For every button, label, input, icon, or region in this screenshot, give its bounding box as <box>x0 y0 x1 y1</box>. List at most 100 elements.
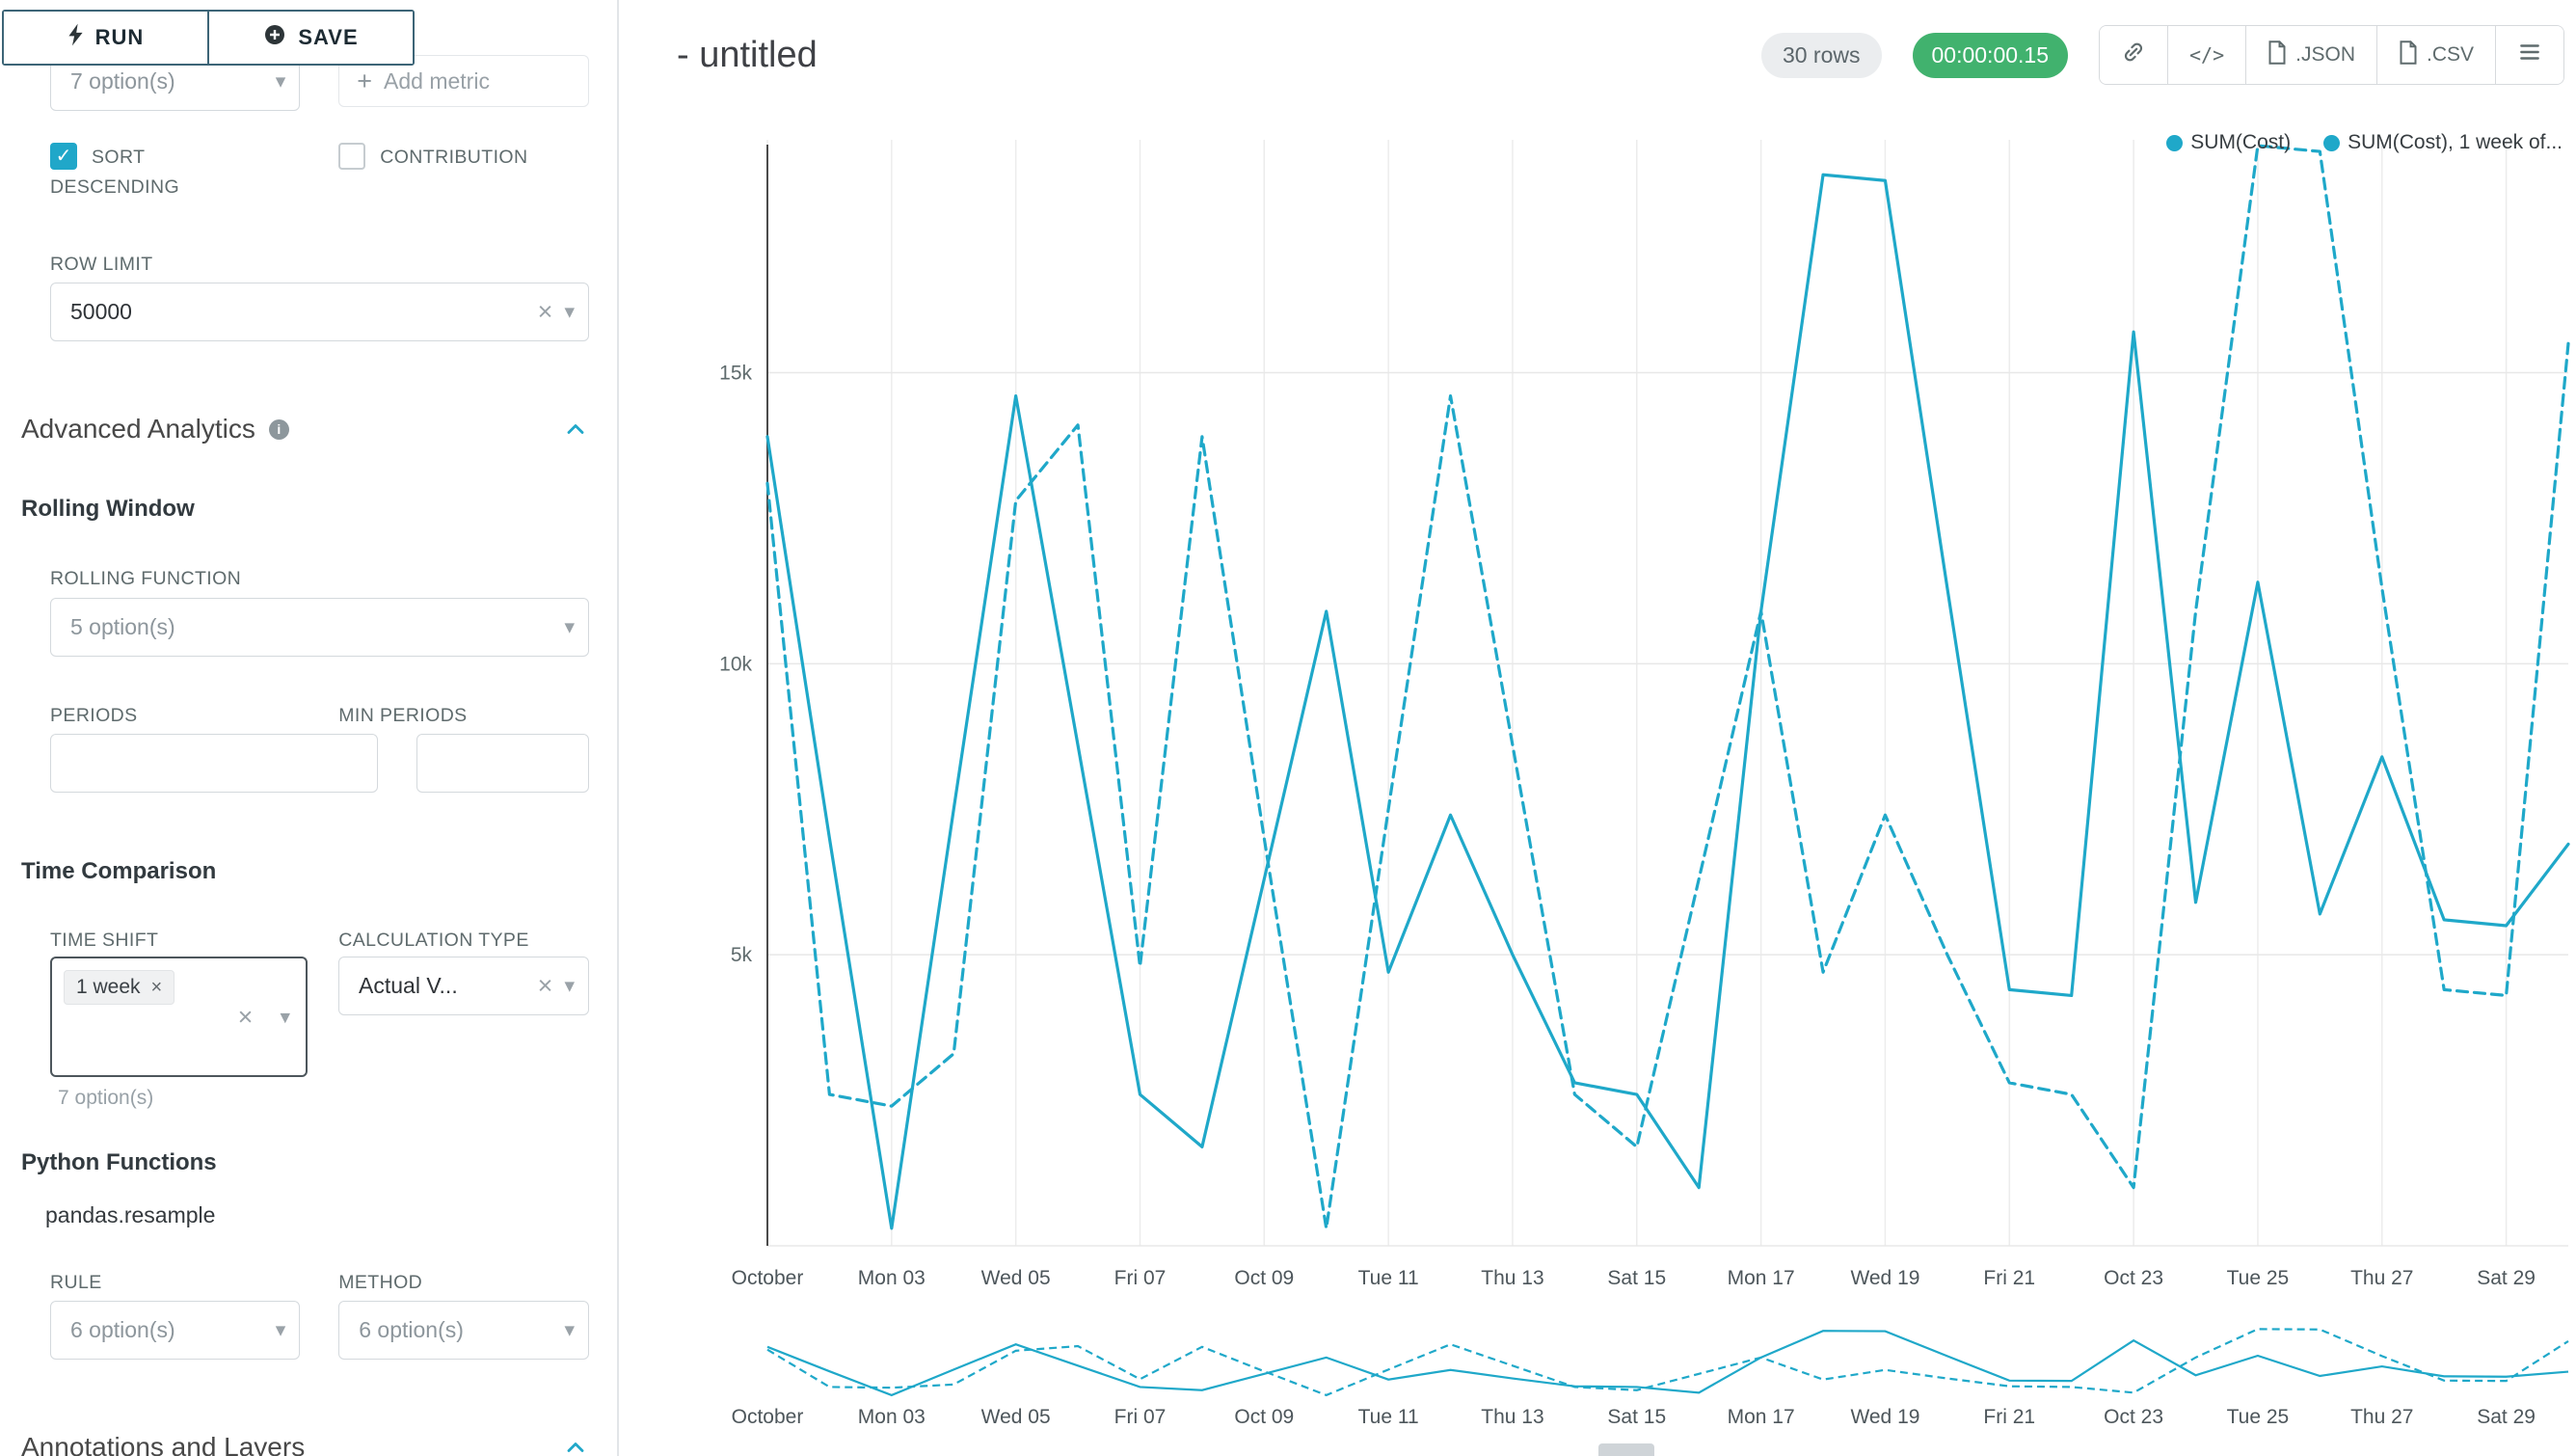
contribution-checkbox[interactable] <box>338 143 366 170</box>
legend-item-series1[interactable]: SUM(Cost) <box>2166 131 2291 154</box>
run-save-bar: RUN SAVE <box>2 10 415 66</box>
calculation-type-select[interactable]: Actual V... × ▾ <box>338 957 589 1015</box>
row-limit-select[interactable]: 50000 × ▾ <box>50 283 589 341</box>
download-json-button[interactable]: .JSON <box>2245 26 2376 84</box>
min-periods-input[interactable] <box>416 734 589 793</box>
clear-icon[interactable]: × <box>537 971 553 1000</box>
query-timer-badge: 00:00:00.15 <box>1912 32 2069 78</box>
resize-handle[interactable] <box>1598 1443 1654 1456</box>
run-button[interactable]: RUN <box>4 12 207 64</box>
mini-x-axis-labels: October Mon 03 Wed 05 Fri 07 Oct 09 Tue 11 Thu… <box>732 1406 2536 1428</box>
method-label: METHOD <box>338 1272 423 1293</box>
svg-text:Fri 07: Fri 07 <box>1114 1267 1167 1289</box>
svg-text:Tue 11: Tue 11 <box>1358 1267 1419 1289</box>
clear-icon[interactable]: × <box>537 297 553 326</box>
series2-dot-icon <box>2323 134 2341 151</box>
svg-text:Wed 05: Wed 05 <box>981 1406 1051 1428</box>
time-shift-hint: 7 option(s) <box>58 1087 154 1109</box>
rolling-function-select[interactable]: 5 option(s) ▾ <box>50 598 589 657</box>
chevron-down-icon: ▾ <box>564 975 575 997</box>
save-label: SAVE <box>298 25 359 49</box>
embed-code-button[interactable]: </> <box>2167 26 2246 84</box>
bolt-icon <box>67 23 84 52</box>
legend-label-series2: SUM(Cost), 1 week of... <box>2348 131 2563 153</box>
svg-text:Oct 09: Oct 09 <box>1234 1267 1294 1289</box>
legend-item-series2[interactable]: SUM(Cost), 1 week of... <box>2323 131 2563 154</box>
copy-link-button[interactable] <box>2100 26 2168 84</box>
chart-header: - untitled 30 rows 00:00:00.15 </> .JSO <box>619 0 2576 85</box>
svg-text:Thu 13: Thu 13 <box>1481 1406 1543 1428</box>
sort-descending-label: SORT DESCENDING <box>50 147 180 198</box>
svg-text:Tue 25: Tue 25 <box>2227 1406 2290 1428</box>
add-metric-label: Add metric <box>384 67 490 94</box>
svg-text:10k: 10k <box>719 653 752 675</box>
svg-text:Mon 03: Mon 03 <box>858 1406 926 1428</box>
svg-text:Sat 29: Sat 29 <box>2477 1267 2536 1289</box>
chart-title: - untitled <box>677 34 818 75</box>
calculation-type-value: Actual V... <box>359 973 458 998</box>
python-functions-title: Python Functions <box>21 1149 217 1175</box>
advanced-analytics-header[interactable]: Advanced Analytics i <box>21 413 589 445</box>
save-button[interactable]: SAVE <box>207 12 413 64</box>
calculation-type-label: CALCULATION TYPE <box>338 930 529 951</box>
svg-text:Tue 25: Tue 25 <box>2227 1267 2290 1289</box>
rolling-window-title: Rolling Window <box>21 496 195 522</box>
svg-text:Thu 27: Thu 27 <box>2350 1406 2413 1428</box>
mini-preview-chart[interactable]: October Mon 03 Wed 05 Fri 07 Oct 09 Tue 11 Thu… <box>619 1319 2576 1435</box>
contribution-label: CONTRIBUTION <box>380 147 528 168</box>
menu-button[interactable] <box>2495 26 2563 84</box>
chevron-down-icon: ▾ <box>564 1319 575 1341</box>
svg-text:Sat 29: Sat 29 <box>2477 1406 2536 1428</box>
json-label: .JSON <box>2295 43 2355 66</box>
periods-label: PERIODS <box>50 705 138 726</box>
check-icon: ✓ <box>55 146 72 167</box>
svg-text:15k: 15k <box>719 362 752 384</box>
chevron-down-icon: ▾ <box>564 301 575 323</box>
chevron-down-icon: ▾ <box>275 1319 286 1341</box>
svg-text:Mon 03: Mon 03 <box>858 1267 926 1289</box>
main-chart[interactable]: 5k 10k 15k October Mon 03 Wed 05 Fri 07 Oct 09 T… <box>619 116 2576 1302</box>
chevron-up-icon[interactable] <box>562 416 589 443</box>
chevron-up-icon[interactable] <box>562 1434 589 1456</box>
timeshift-series-line <box>765 144 2570 1230</box>
row-count-badge: 30 rows <box>1760 32 1882 78</box>
sort-descending-checkbox[interactable]: ✓ <box>50 143 77 170</box>
time-shift-multiselect[interactable]: 1 week × × ▾ <box>50 957 308 1077</box>
time-comparison-title: Time Comparison <box>21 858 217 884</box>
svg-text:Fri 07: Fri 07 <box>1114 1406 1167 1428</box>
svg-text:Thu 27: Thu 27 <box>2350 1267 2413 1289</box>
download-csv-button[interactable]: .CSV <box>2375 26 2495 84</box>
svg-text:Sat 15: Sat 15 <box>1607 1267 1666 1289</box>
plus-icon: + <box>357 66 373 95</box>
csv-label: .CSV <box>2426 43 2474 66</box>
row-limit-value: 50000 <box>70 299 132 324</box>
svg-text:Mon 17: Mon 17 <box>1728 1267 1795 1289</box>
mini-series-line <box>766 1330 2569 1397</box>
run-label: RUN <box>94 25 145 49</box>
method-value: 6 option(s) <box>359 1317 464 1342</box>
chevron-down-icon: ▾ <box>280 1006 290 1028</box>
rule-select[interactable]: 6 option(s) ▾ <box>50 1301 301 1360</box>
method-select[interactable]: 6 option(s) ▾ <box>338 1301 589 1360</box>
add-metric-button[interactable]: + Add metric <box>338 55 589 107</box>
svg-text:Oct 23: Oct 23 <box>2104 1267 2163 1289</box>
time-shift-tag: 1 week × <box>64 970 175 1005</box>
main-chart-gridlines <box>766 140 2568 1247</box>
remove-tag-icon[interactable]: × <box>150 977 163 998</box>
chart-area: - untitled 30 rows 00:00:00.15 </> .JSO <box>619 0 2576 1456</box>
annotations-layers-title: Annotations and Layers <box>21 1432 306 1456</box>
control-panel: RUN SAVE 7 option(s) ▾ + Add metric <box>0 0 619 1456</box>
svg-text:Sat 15: Sat 15 <box>1607 1406 1666 1428</box>
svg-text:Oct 09: Oct 09 <box>1234 1406 1294 1428</box>
svg-text:Wed 19: Wed 19 <box>1850 1267 1919 1289</box>
svg-text:Wed 19: Wed 19 <box>1850 1406 1919 1428</box>
annotations-layers-header[interactable]: Annotations and Layers <box>21 1431 589 1456</box>
clear-icon[interactable]: × <box>237 1002 254 1031</box>
rolling-function-label: ROLLING FUNCTION <box>50 568 242 589</box>
pandas-resample-label: pandas.resample <box>45 1202 216 1227</box>
svg-text:Tue 11: Tue 11 <box>1358 1406 1419 1428</box>
export-button-group: </> .JSON .CSV <box>2099 25 2564 85</box>
advanced-analytics-title: Advanced Analytics <box>21 414 255 444</box>
periods-input[interactable] <box>50 734 378 793</box>
